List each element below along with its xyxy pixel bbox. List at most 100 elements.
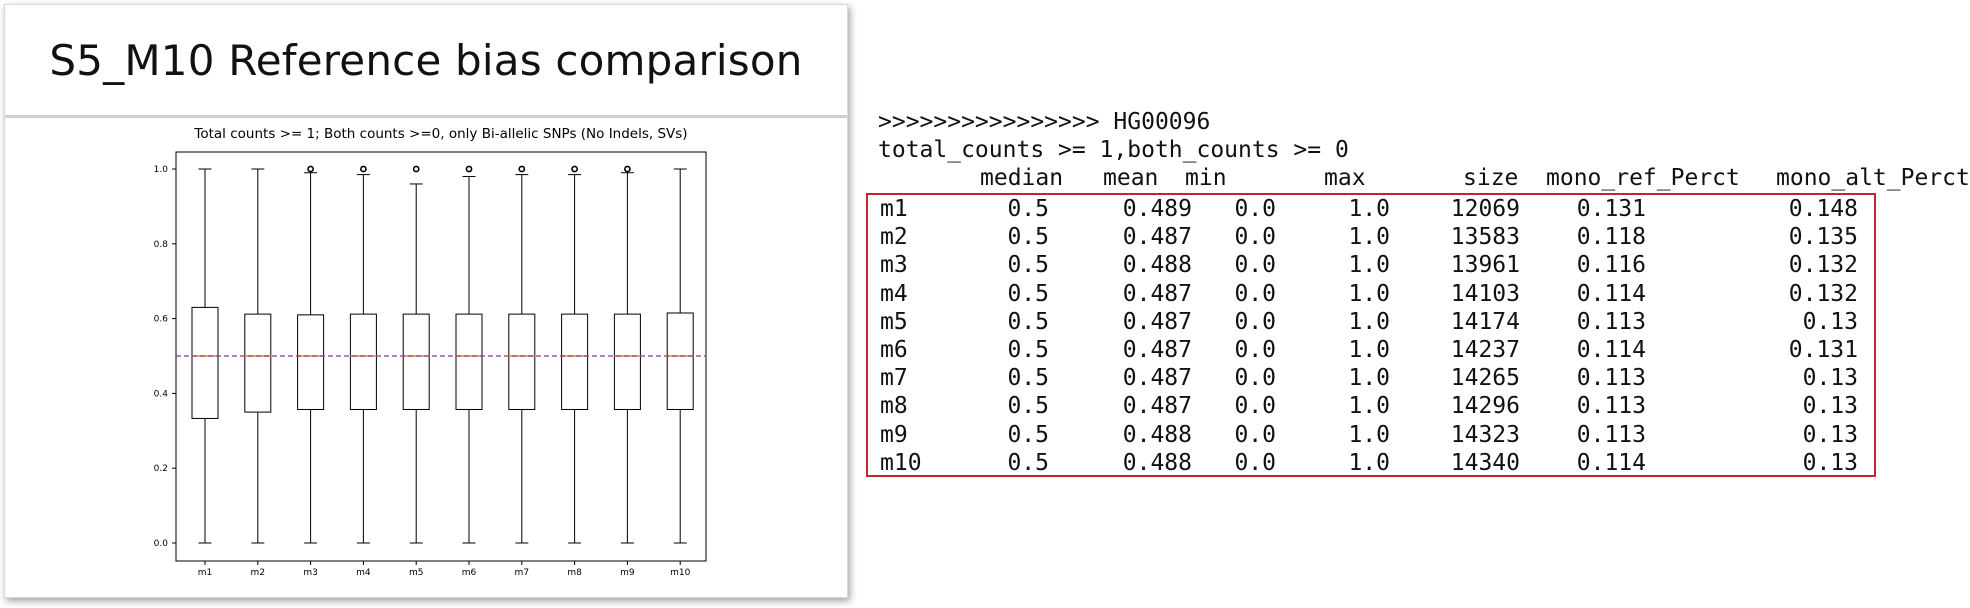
row-m9-max: 1.0 (1348, 421, 1390, 448)
row-m3-mono-ref-perct: 0.116 (1576, 252, 1646, 279)
x-tick-label: m6 (462, 568, 477, 578)
column-header-max: max (1324, 165, 1366, 191)
row-m1-mono-ref-perct: 0.131 (1576, 196, 1646, 222)
row-m8-mean: 0.487 (1122, 393, 1192, 420)
row-m6-mono-ref-perct: 0.114 (1576, 337, 1646, 363)
row-m2-size: 13583 (1450, 224, 1520, 251)
row-m9-label: m9 (880, 421, 908, 448)
row-m4-label: m4 (880, 280, 908, 307)
x-tick-label: m7 (515, 568, 530, 578)
x-tick-label: m9 (620, 568, 635, 578)
slide-title: S5_M10 Reference bias comparison (49, 35, 803, 85)
row-m6-label: m6 (880, 337, 908, 363)
row-m5-max: 1.0 (1348, 308, 1390, 335)
row-m3-label: m3 (880, 252, 908, 279)
box-m5-outlier-point (412, 165, 420, 173)
row-m4-median: 0.5 (1007, 280, 1049, 307)
row-m7-size: 14265 (1450, 365, 1520, 392)
row-m3-size: 13961 (1450, 252, 1520, 279)
row-m5-mean: 0.487 (1122, 308, 1192, 335)
row-m9-mean: 0.488 (1122, 421, 1192, 448)
row-m5-median: 0.5 (1007, 308, 1049, 335)
x-tick-label: m10 (670, 568, 690, 578)
box-m2-iqr-box (244, 313, 272, 413)
row-m10-median: 0.5 (1007, 449, 1049, 476)
row-m7-mean: 0.487 (1122, 365, 1192, 392)
row-m6-max: 1.0 (1348, 337, 1390, 363)
row-m6-size: 14237 (1450, 337, 1520, 363)
column-header-mono-alt-perct: mono_alt_Perct (1776, 165, 1970, 191)
row-m8-median: 0.5 (1007, 393, 1049, 420)
row-m1-max: 1.0 (1348, 196, 1390, 222)
x-tick-label: m3 (303, 568, 318, 578)
row-m4-min: 0.0 (1234, 280, 1276, 307)
row-m1-mean: 0.489 (1122, 196, 1192, 222)
row-m2-min: 0.0 (1234, 224, 1276, 251)
row-m5-mono-alt-perct: 0.13 (1802, 308, 1858, 335)
row-m4-mono-alt-perct: 0.132 (1788, 280, 1858, 307)
row-m2-mean: 0.487 (1122, 224, 1192, 251)
x-tick-label: m2 (251, 568, 266, 578)
y-tick-label: 0.2 (154, 464, 168, 474)
title-box: S5_M10 Reference bias comparison (5, 5, 847, 118)
row-m10-size: 14340 (1450, 449, 1520, 476)
row-m6-median: 0.5 (1007, 337, 1049, 363)
row-m3-mean: 0.488 (1122, 252, 1192, 279)
row-m1-label: m1 (880, 196, 908, 222)
x-tick-label: m4 (356, 568, 371, 578)
y-tick-label: 0.8 (154, 240, 169, 250)
row-m2-mono-alt-perct: 0.135 (1788, 224, 1858, 251)
box-m4-iqr-box (349, 313, 377, 410)
row-m1-size: 12069 (1450, 196, 1520, 222)
box-m8-outlier-point (571, 165, 578, 173)
console-output: >>>>>>>>>>>>>>>> HG00096 total_counts >=… (878, 108, 1970, 212)
boxplot-chart: Total counts >= 1; Both counts >=0, only… (154, 126, 707, 578)
row-m9-size: 14323 (1450, 421, 1520, 448)
row-m8-mono-ref-perct: 0.113 (1576, 393, 1646, 420)
row-m8-mono-alt-perct: 0.13 (1802, 393, 1858, 420)
x-tick-label: m5 (409, 568, 424, 578)
box-m7-outlier-point (518, 165, 526, 173)
y-tick-label: 0.0 (154, 539, 169, 549)
row-m5-mono-ref-perct: 0.113 (1576, 308, 1646, 335)
box-m8-iqr-box (561, 313, 589, 410)
row-m7-mono-ref-perct: 0.113 (1576, 365, 1646, 392)
box-m9-outlier-point (624, 165, 631, 173)
row-m8-min: 0.0 (1234, 393, 1276, 420)
row-m9-min: 0.0 (1234, 421, 1276, 448)
slide-panel: S5_M10 Reference bias comparison Total c… (4, 4, 848, 598)
row-m9-mono-ref-perct: 0.113 (1576, 421, 1646, 448)
row-m3-max: 1.0 (1348, 252, 1390, 279)
row-m4-max: 1.0 (1348, 280, 1390, 307)
row-m1-min: 0.0 (1234, 196, 1276, 222)
row-m2-max: 1.0 (1348, 224, 1390, 251)
row-m4-mono-ref-perct: 0.114 (1576, 280, 1646, 307)
row-m10-max: 1.0 (1348, 449, 1390, 476)
row-m2-median: 0.5 (1007, 224, 1049, 251)
column-header-median: median (980, 165, 1064, 191)
chart-title: Total counts >= 1; Both counts >=0, only… (193, 126, 687, 142)
row-m7-median: 0.5 (1007, 365, 1049, 392)
row-m3-mono-alt-perct: 0.132 (1788, 252, 1858, 279)
box-m4-outlier-point (359, 165, 367, 173)
row-m6-mono-alt-perct: 0.131 (1788, 337, 1858, 363)
y-tick-label: 0.4 (154, 389, 169, 399)
x-tick-label: m1 (198, 568, 213, 578)
row-m7-label: m7 (880, 365, 908, 392)
row-m6-min: 0.0 (1234, 337, 1276, 363)
box-m7-iqr-box (508, 313, 536, 410)
row-m5-label: m5 (880, 308, 908, 335)
y-tick-label: 0.6 (154, 315, 169, 325)
row-m9-median: 0.5 (1007, 421, 1049, 448)
row-m8-max: 1.0 (1348, 393, 1390, 420)
row-m5-min: 0.0 (1234, 308, 1276, 335)
x-tick-label: m8 (567, 568, 582, 578)
y-tick-label: 1.0 (154, 165, 169, 175)
box-m6-outlier-point (465, 165, 473, 173)
box-m3-iqr-box (297, 314, 325, 410)
row-m8-label: m8 (880, 393, 908, 420)
rows-highlight-box (866, 193, 1876, 477)
row-m10-mono-alt-perct: 0.13 (1802, 449, 1858, 476)
row-m10-min: 0.0 (1234, 449, 1276, 476)
row-m1-mono-alt-perct: 0.148 (1788, 196, 1858, 222)
